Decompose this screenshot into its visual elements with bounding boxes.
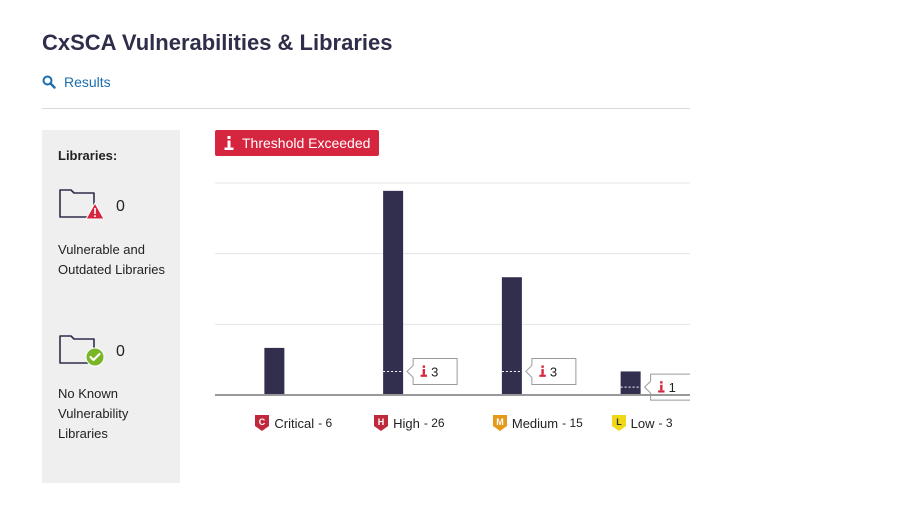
threshold-badge: Threshold Exceeded [215,130,380,156]
svg-text:M: M [496,417,504,427]
svg-text:H: H [378,417,385,427]
legend-count: - 15 [562,416,583,430]
folder-warning-icon [59,189,105,220]
bar-low [620,371,641,395]
severity-low-icon: L [611,415,626,431]
threshold-callout [525,357,577,385]
legend-item-critical: C Critical - 6 [254,414,332,432]
threshold-callout [406,357,458,385]
svg-text:C: C [259,417,266,427]
severity-high-icon: H [374,415,389,431]
threshold-icon-dot [660,381,663,384]
threshold-value: 1 [669,380,676,395]
results-link-label: Results [64,74,111,90]
clean-label: No Known Vulnerability Libraries [58,386,129,441]
clean-count: 0 [116,343,125,360]
legend-item-low: L Low - 3 [611,414,673,432]
search-icon [42,75,56,89]
results-link[interactable]: Results [42,74,111,90]
folder-check-icon [59,335,105,367]
threshold-icon-stem [422,369,426,375]
vulnerable-label: Vulnerable and Outdated Libraries [58,242,165,277]
header-divider [42,108,690,109]
svg-text:L: L [616,417,622,427]
threshold-icon-base [539,374,546,377]
legend-count: - 26 [423,416,445,430]
severity-medium-icon: M [492,415,507,431]
threshold-icon-base [658,390,665,393]
legend-label: Low [630,415,655,431]
threshold-icon-stem [660,384,663,391]
legend-item-high: H High - 26 [373,414,445,432]
legend-count: - 3 [658,416,673,430]
legend-count: - 6 [318,416,333,430]
severity-chart: 3 3 1 C Critical - 6 H High - 26 M Medium - 1… [215,170,690,440]
bar-critical [264,347,285,395]
legend-label: Medium [511,415,559,431]
legend-label: Critical [274,415,315,431]
threshold-label: Threshold Exceeded [242,135,371,151]
threshold-icon-base [420,374,428,377]
threshold-value: 3 [550,364,557,379]
threshold-icon-dot [422,365,426,368]
bar-high [383,190,404,395]
info-icon [224,136,234,150]
libraries-heading: Libraries: [58,148,118,163]
threshold-icon-stem [541,369,544,375]
legend-item-medium: M Medium - 15 [492,414,583,432]
libraries-panel: Libraries: 0 Vulnerable and Outdated Lib… [42,130,180,483]
legend-label: High [393,415,420,431]
vulnerable-count: 0 [116,198,125,215]
bar-medium [501,277,522,395]
page-title: CxSCA Vulnerabilities & Libraries [42,30,393,55]
threshold-value: 3 [431,364,438,379]
severity-bar-chart: 3 3 1 [215,182,690,401]
threshold-callout [643,373,690,401]
threshold-icon-dot [541,365,544,368]
severity-critical-icon: C [255,415,270,431]
